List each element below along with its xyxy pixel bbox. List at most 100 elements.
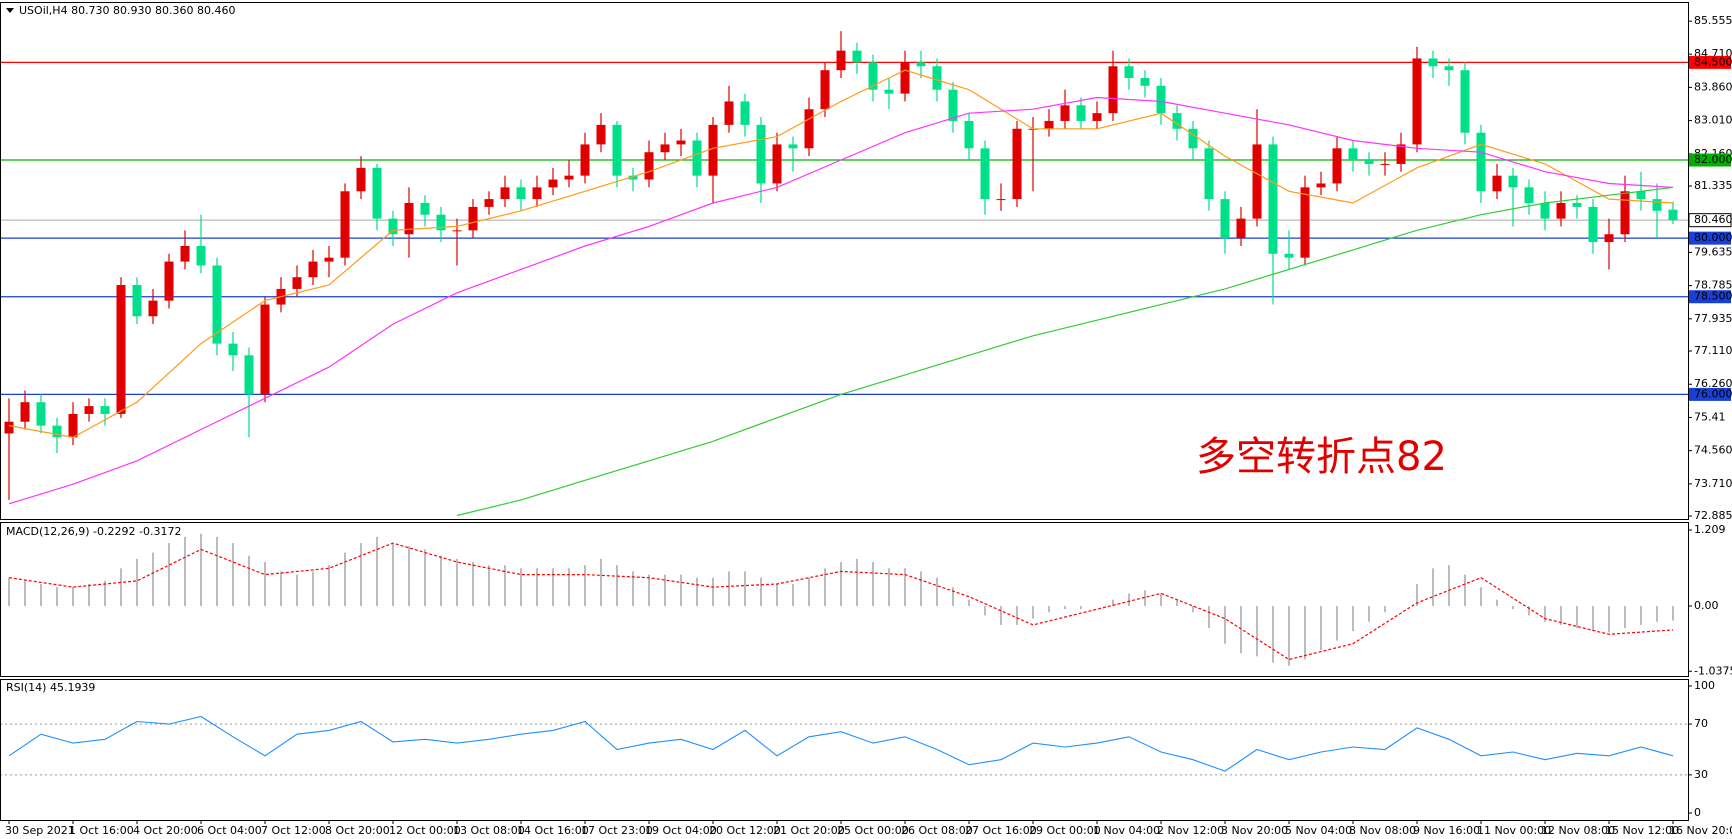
menu-triangle[interactable] bbox=[6, 8, 14, 13]
candle-body bbox=[1156, 85, 1166, 114]
candle-body bbox=[1524, 187, 1534, 203]
candle-body bbox=[1428, 58, 1438, 67]
candle-body bbox=[820, 70, 830, 110]
candle-body bbox=[1108, 66, 1118, 114]
candle-body bbox=[1460, 70, 1470, 133]
candle-body bbox=[1540, 202, 1550, 219]
x-tick-label: 13 Oct 08:00 bbox=[453, 824, 525, 837]
candle-body bbox=[484, 199, 494, 207]
candle-body bbox=[228, 343, 238, 356]
x-tick-label: 9 Nov 16:00 bbox=[1413, 824, 1480, 837]
candle-body bbox=[676, 140, 686, 145]
mark-layer bbox=[4, 31, 1678, 772]
candle-body bbox=[516, 187, 526, 200]
candle-body bbox=[452, 230, 462, 232]
candle-body bbox=[212, 265, 222, 344]
candle-body bbox=[580, 144, 590, 176]
x-tick-label: 15 Nov 12:00 bbox=[1605, 824, 1679, 837]
y-tick-label: 75.41 bbox=[1694, 410, 1726, 423]
x-tick-label: 6 Oct 04:00 bbox=[197, 824, 262, 837]
label-layer: 85.55584.71083.86083.01082.16081.33579.6… bbox=[5, 14, 1732, 837]
candle-body bbox=[500, 187, 510, 200]
candle-body bbox=[324, 257, 334, 262]
candle-body bbox=[196, 245, 206, 266]
x-tick-label: 2 Nov 12:00 bbox=[1157, 824, 1224, 837]
candle-body bbox=[740, 101, 750, 125]
y-tick-label: 79.635 bbox=[1694, 245, 1732, 258]
candle-body bbox=[100, 406, 110, 414]
y-tick-label: 83.860 bbox=[1694, 80, 1732, 93]
candle-body bbox=[1476, 132, 1486, 192]
candle-body bbox=[948, 89, 958, 121]
candle-body bbox=[628, 175, 638, 180]
level-label: 78.500 bbox=[1694, 290, 1732, 303]
x-tick-label: 5 Nov 04:00 bbox=[1285, 824, 1352, 837]
moving-average bbox=[8, 69, 1674, 439]
x-tick-label: 30 Sep 2021 bbox=[5, 824, 75, 837]
level-box bbox=[1689, 231, 1731, 245]
macd-title: MACD(12,26,9) -0.2292 -0.3172 bbox=[6, 525, 181, 538]
last-price-box bbox=[1688, 213, 1732, 228]
x-tick-label: 1 Oct 16:00 bbox=[69, 824, 134, 837]
macd-y-tick-label: 1.209 bbox=[1694, 523, 1726, 536]
level-box bbox=[1689, 55, 1731, 69]
candle-body bbox=[804, 109, 814, 149]
candle-body bbox=[660, 144, 670, 153]
rsi-y-tick-label: 70 bbox=[1694, 717, 1708, 730]
candle-body bbox=[980, 148, 990, 200]
candle-body bbox=[1204, 148, 1214, 200]
candle-body bbox=[692, 140, 702, 176]
candle-body bbox=[164, 261, 174, 301]
candle-body bbox=[1508, 175, 1518, 188]
candle-body bbox=[1556, 202, 1566, 219]
chart-title: USOil,H4 80.730 80.930 80.360 80.460 bbox=[19, 4, 236, 17]
candle-body bbox=[356, 167, 366, 192]
y-tick-label: 81.335 bbox=[1694, 179, 1732, 192]
candle-body bbox=[1604, 234, 1614, 243]
candle-body bbox=[1492, 175, 1502, 192]
x-tick-label: 19 Oct 04:00 bbox=[645, 824, 717, 837]
x-tick-label: 1 Nov 04:00 bbox=[1093, 824, 1160, 837]
candle-body bbox=[1444, 66, 1454, 71]
candle-body bbox=[1300, 187, 1310, 258]
rsi-y-tick-label: 30 bbox=[1694, 768, 1708, 781]
candle-body bbox=[1092, 113, 1102, 121]
moving-average bbox=[456, 186, 1674, 517]
last-price-label: 80.460 bbox=[1694, 213, 1732, 226]
annotation: 多空转折点82 bbox=[1196, 434, 1447, 480]
y-tick-label: 78.785 bbox=[1694, 279, 1732, 292]
candle-body bbox=[852, 50, 862, 63]
y-tick-label: 83.010 bbox=[1694, 114, 1732, 127]
x-tick-label: 21 Oct 20:00 bbox=[773, 824, 845, 837]
rsi-title: RSI(14) 45.1939 bbox=[6, 681, 95, 694]
candle-body bbox=[1412, 58, 1422, 145]
candle-body bbox=[1380, 163, 1390, 165]
macd-y-tick-label: 0.00 bbox=[1694, 599, 1719, 612]
candle-body bbox=[244, 355, 254, 395]
candle-body bbox=[1060, 105, 1070, 121]
candle-body bbox=[1252, 144, 1262, 219]
x-tick-label: 29 Oct 00:00 bbox=[1029, 824, 1101, 837]
y-tick-label: 77.110 bbox=[1694, 344, 1732, 357]
y-tick-label: 73.710 bbox=[1694, 477, 1732, 490]
y-tick-label: 74.560 bbox=[1694, 444, 1732, 457]
candle-body bbox=[372, 167, 382, 219]
candle-body bbox=[708, 124, 718, 176]
candle-body bbox=[756, 124, 766, 184]
level-box bbox=[1689, 290, 1731, 304]
candle-body bbox=[132, 285, 142, 317]
candle-body bbox=[1620, 191, 1630, 235]
candle-body bbox=[868, 62, 878, 90]
candle-body bbox=[180, 245, 190, 262]
candle-body bbox=[52, 425, 62, 438]
macd-panel-frame bbox=[0, 522, 1689, 677]
candle-body bbox=[4, 421, 14, 434]
candle-body bbox=[1012, 128, 1022, 200]
candle-body bbox=[1220, 199, 1230, 239]
candle-body bbox=[564, 175, 574, 180]
x-tick-label: 26 Oct 08:00 bbox=[901, 824, 973, 837]
candle-body bbox=[1172, 113, 1182, 129]
candle-body bbox=[116, 285, 126, 414]
candle-body bbox=[964, 120, 974, 149]
